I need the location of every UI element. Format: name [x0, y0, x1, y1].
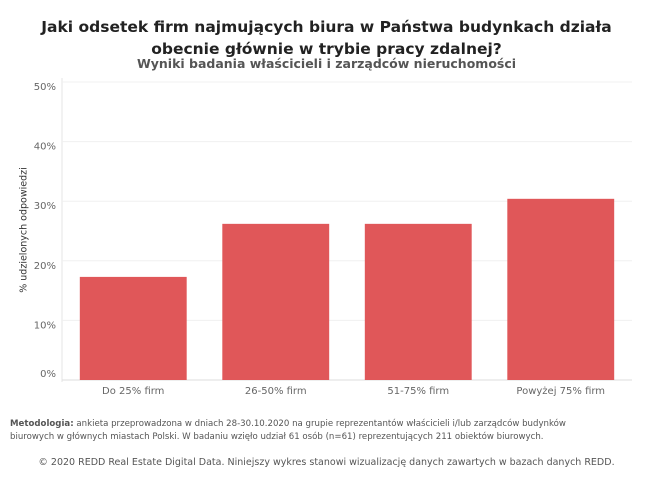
y-tick-label: 40%: [34, 142, 56, 153]
x-tick-label: Powyżej 75% firm: [516, 386, 605, 397]
y-tick-label: 0%: [40, 369, 56, 380]
y-tick-label: 30%: [34, 201, 56, 212]
bar: [507, 198, 615, 380]
copyright: © 2020 REDD Real Estate Digital Data. Ni…: [38, 457, 615, 468]
y-tick-label: 50%: [34, 82, 56, 93]
methodology-label: Metodologia:: [10, 419, 74, 429]
x-tick-label: 51-75% firm: [387, 386, 449, 397]
y-axis-label: % udzielonych odpowiedzi: [19, 167, 30, 293]
y-tick-label: 20%: [34, 261, 56, 272]
x-tick-label: Do 25% firm: [102, 386, 164, 397]
y-tick-label: 10%: [34, 320, 56, 331]
methodology: Metodologia: ankieta przeprowadzona w dn…: [10, 418, 610, 444]
bar: [364, 223, 472, 380]
bar: [222, 223, 330, 380]
x-tick-label: 26-50% firm: [245, 386, 307, 397]
chart-title: Jaki odsetek firm najmujących biura w Pa…: [41, 18, 612, 58]
chart-subtitle: Wyniki badania właścicieli i zarządców n…: [136, 56, 517, 71]
bar: [79, 276, 187, 380]
methodology-text: ankieta przeprowadzona w dniach 28-30.10…: [10, 419, 566, 442]
